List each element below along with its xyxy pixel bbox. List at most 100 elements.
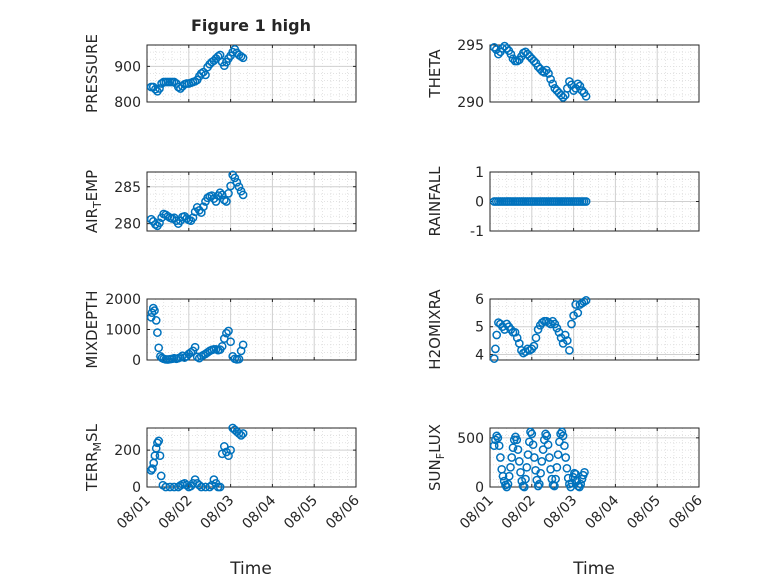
data-point xyxy=(527,429,537,439)
data-point xyxy=(498,471,508,481)
axes-box xyxy=(146,44,357,103)
data-point xyxy=(201,70,210,80)
y-tick-label: 800 xyxy=(114,95,141,111)
x-tick-label: 08/03 xyxy=(541,493,581,533)
data-point xyxy=(215,482,225,492)
data-point xyxy=(575,81,585,91)
x-tick-label: 08/06 xyxy=(323,492,363,532)
data-point xyxy=(232,177,242,187)
data-point xyxy=(516,467,525,477)
data-point xyxy=(150,306,159,315)
data-point xyxy=(226,337,235,347)
data-point xyxy=(151,220,160,229)
data-point xyxy=(148,464,157,473)
data-point xyxy=(151,316,161,325)
y-tick-label: 4 xyxy=(475,347,484,363)
data-point xyxy=(155,84,164,93)
data-point xyxy=(551,474,560,484)
data-point xyxy=(545,453,554,462)
data-point xyxy=(560,330,570,340)
data-point xyxy=(155,451,165,461)
data-point xyxy=(519,482,529,492)
x-axis-label-right: Time xyxy=(572,559,615,579)
data-point xyxy=(224,451,233,461)
y-tick-label: 2000 xyxy=(105,292,141,308)
data-point xyxy=(176,352,185,362)
data-point xyxy=(222,328,231,338)
data-point xyxy=(213,52,223,61)
subplot-8: 0 500 08/01 08/02 08/03 08/04 08/05 08/06 SUNFLU… xyxy=(426,424,706,532)
y-tick-label: 285 xyxy=(114,180,141,196)
axes-box xyxy=(489,427,700,488)
data-point xyxy=(577,86,587,95)
x-tick-label: 08/05 xyxy=(624,493,664,533)
data-point xyxy=(507,453,517,462)
data-point xyxy=(528,440,538,450)
data-point xyxy=(203,193,212,203)
y-tick-label: 500 xyxy=(457,431,484,447)
y-axis-label: AIRTEMP xyxy=(83,170,104,233)
data-point xyxy=(558,431,568,441)
data-point xyxy=(537,457,547,466)
data-point xyxy=(558,93,568,102)
x-tick-label: 08/05 xyxy=(281,493,321,533)
data-point xyxy=(580,467,589,477)
data-point xyxy=(556,90,566,100)
data-point xyxy=(548,79,558,89)
data-point xyxy=(226,181,235,191)
x-tick-label: 08/01 xyxy=(114,493,154,533)
subplot-2: 290 295 THETA xyxy=(426,38,700,111)
data-point xyxy=(581,91,591,101)
data-point xyxy=(533,325,543,334)
figure-title: Figure 1 high xyxy=(191,16,311,35)
data-point xyxy=(492,330,502,340)
data-point xyxy=(493,433,503,443)
data-point xyxy=(581,296,591,305)
data-point xyxy=(567,319,576,329)
data-point xyxy=(156,471,166,481)
subplot-7: 0 200 08/01 08/02 08/03 08/04 08/05 08/06 TERRMS… xyxy=(83,423,363,532)
data-point xyxy=(502,44,512,53)
data-point xyxy=(147,308,157,318)
axes-box xyxy=(146,427,357,488)
data-point xyxy=(219,442,229,451)
data-point xyxy=(155,218,164,228)
data-point xyxy=(573,79,583,89)
data-point xyxy=(489,354,499,363)
y-tick-label: 1 xyxy=(475,165,484,181)
data-point xyxy=(199,202,208,212)
data-point xyxy=(226,445,235,455)
data-point xyxy=(238,340,248,350)
data-point xyxy=(552,323,562,333)
data-point xyxy=(521,474,530,484)
data-point xyxy=(573,308,583,318)
data-point xyxy=(234,182,244,192)
y-tick-label: 900 xyxy=(114,59,141,75)
data-point xyxy=(529,453,539,462)
data-point xyxy=(553,450,563,459)
y-tick-label: 280 xyxy=(114,217,141,233)
axes-box xyxy=(489,44,700,103)
data-point xyxy=(544,69,553,78)
x-tick-label: 08/06 xyxy=(666,492,706,532)
data-point xyxy=(186,348,196,357)
y-axis-label: MIXDEPTH xyxy=(83,290,101,368)
data-point xyxy=(508,443,518,453)
data-point xyxy=(514,457,524,466)
x-tick-label: 08/02 xyxy=(156,493,196,533)
data-point xyxy=(522,462,532,472)
x-tick-label: 08/04 xyxy=(239,492,279,532)
data-point xyxy=(513,445,523,454)
y-tick-label: 0 xyxy=(475,195,484,211)
y-tick-label: 295 xyxy=(457,38,484,54)
data-point xyxy=(217,341,227,351)
subplot-6: 4 5 6 H2OMIXRA xyxy=(426,289,700,370)
data-point xyxy=(512,333,522,343)
data-point xyxy=(236,431,246,440)
data-point xyxy=(506,49,516,59)
data-point xyxy=(219,195,229,205)
y-axis-label: TERRMSL xyxy=(83,423,104,492)
data-point xyxy=(146,214,156,224)
data-point xyxy=(543,440,553,450)
